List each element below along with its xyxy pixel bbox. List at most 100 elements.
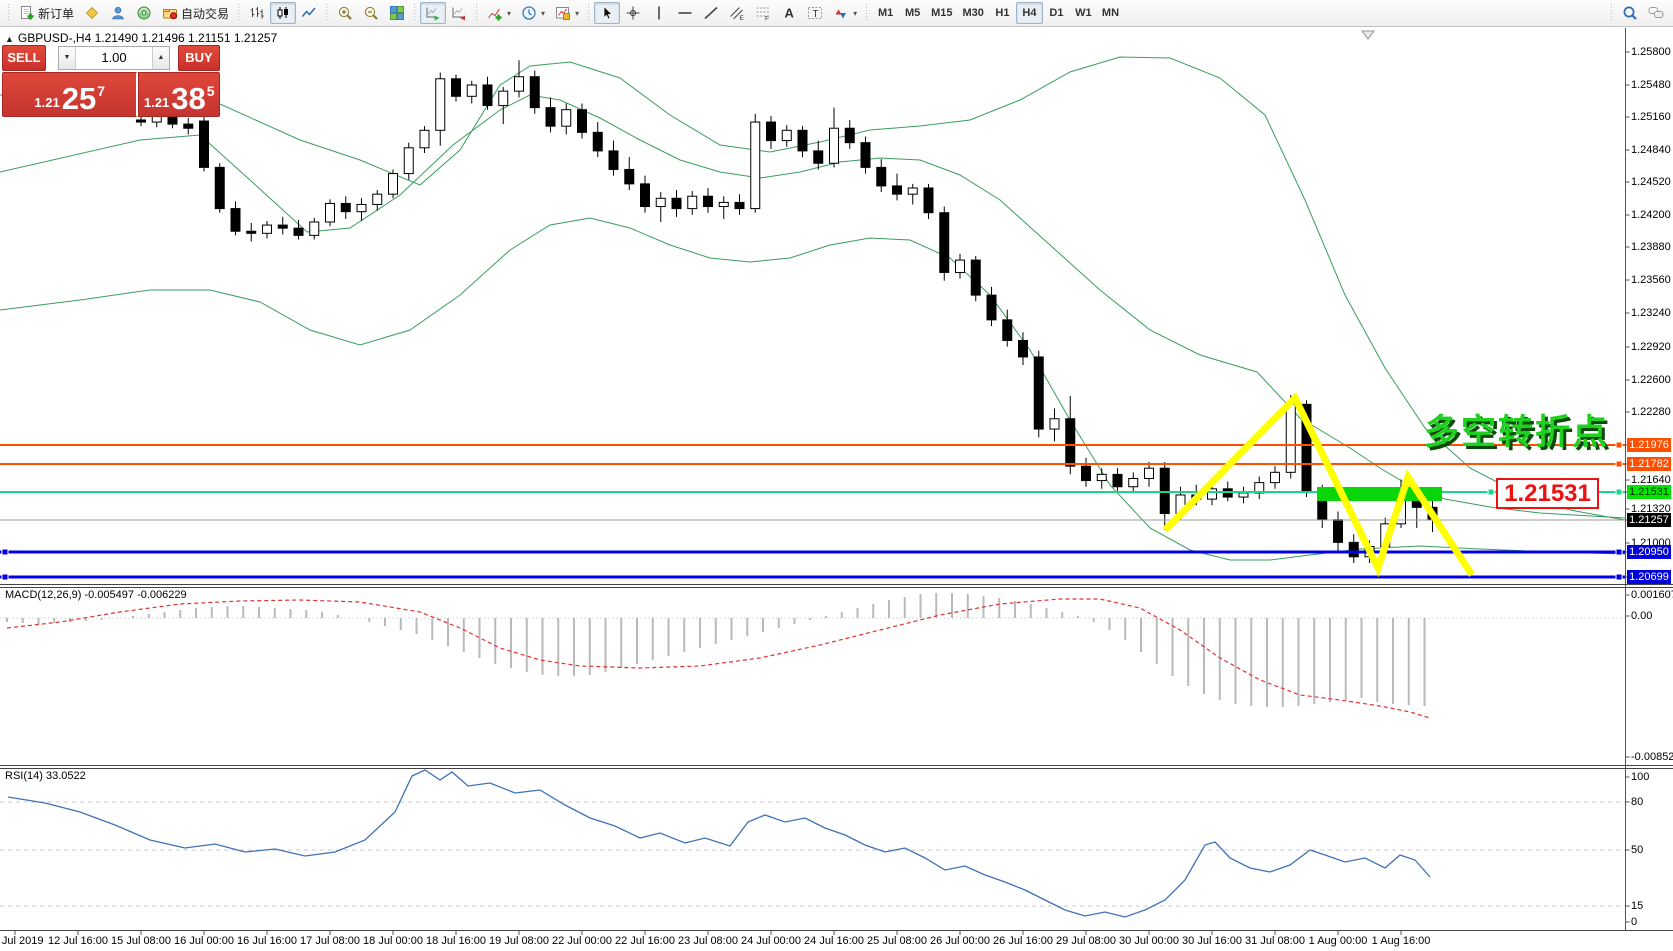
candle <box>844 119 855 149</box>
search-icon <box>1623 6 1637 20</box>
autotrading-button[interactable]: 自动交易 <box>157 2 234 24</box>
bar-chart-button[interactable] <box>244 2 270 24</box>
tf-m5-button[interactable]: M5 <box>899 2 926 24</box>
turning-point-annotation[interactable]: 多空转折点 <box>1424 413 1610 452</box>
zigzag-annotation <box>1162 392 1475 578</box>
auto-scroll-button[interactable] <box>420 2 447 24</box>
trendline-button[interactable] <box>698 2 724 24</box>
price-axis-label: 1.22600 <box>1631 374 1671 386</box>
zoom-out-button[interactable] <box>358 2 384 24</box>
candlestick-chart-button[interactable] <box>270 2 297 24</box>
candle <box>687 191 698 215</box>
tf-m1-button[interactable]: M1 <box>872 2 899 24</box>
chart-shift-button[interactable] <box>446 2 472 24</box>
toolbar-group-handle <box>1610 4 1614 22</box>
templates-button[interactable]: ▾ <box>550 2 584 24</box>
candle <box>986 286 997 327</box>
tf-m15-button[interactable]: M15 <box>926 2 957 24</box>
metaeditor-button[interactable] <box>79 2 105 24</box>
rsi-indicator-label: RSI(14) 33.0522 <box>5 770 86 782</box>
support-line-1-handle <box>1615 548 1623 556</box>
collapse-icon[interactable]: ▲ <box>5 34 14 44</box>
sell-price-big: 25 <box>61 80 97 116</box>
tf-mn-button[interactable]: MN <box>1097 2 1124 24</box>
volume-decrease-button[interactable]: ▼ <box>59 46 76 69</box>
trendline-icon <box>704 6 718 20</box>
candle <box>1128 472 1139 493</box>
cursor-button[interactable] <box>594 2 621 24</box>
candle <box>797 126 808 158</box>
horizontal-line-button[interactable] <box>672 2 698 24</box>
candle <box>860 136 871 174</box>
price-level-badge: 1.21531 <box>1627 485 1671 499</box>
buy-price[interactable]: 1.21 38 5 <box>138 72 220 117</box>
line-chart-button[interactable] <box>296 2 322 24</box>
toolbar: 新订单 自动交易 ▾ ▾ ▾ E F A T ▾ M1 M5 M15 M30 H1 H4 D1 W1 MN <box>0 0 1673 27</box>
volume-increase-button[interactable]: ▲ <box>152 46 169 69</box>
tf-d1-button[interactable]: D1 <box>1043 2 1070 24</box>
bars-icon <box>250 7 264 19</box>
candle <box>545 97 556 133</box>
candle <box>419 126 430 153</box>
rsi-axis-label: 15 <box>1631 900 1644 912</box>
chevron-down-icon: ▾ <box>541 8 546 18</box>
tile-windows-button[interactable] <box>384 2 410 24</box>
time-axis-label: 16 Jul 16:00 <box>237 935 297 947</box>
tf-h1-button[interactable]: H1 <box>989 2 1016 24</box>
autotrading-icon <box>163 9 178 20</box>
candle <box>1270 466 1280 489</box>
signals-button[interactable] <box>131 2 157 24</box>
mql5-community-button[interactable] <box>105 2 131 24</box>
buy-button[interactable]: BUY <box>178 44 220 71</box>
equidistant-channel-button[interactable]: E <box>724 2 750 24</box>
periods-button[interactable]: ▾ <box>516 2 550 24</box>
tf-m30-button[interactable]: M30 <box>958 2 989 24</box>
tf-w1-button[interactable]: W1 <box>1070 2 1097 24</box>
text-button[interactable]: A <box>776 2 802 24</box>
templates-icon <box>556 7 571 20</box>
price-level-badge: 1.20699 <box>1627 570 1671 584</box>
candle <box>340 196 351 219</box>
candle <box>293 219 304 240</box>
text-label-button[interactable]: T <box>802 2 828 24</box>
tf-mn-button-label: MN <box>1101 7 1120 19</box>
candle <box>356 198 367 221</box>
price-axis-label: 1.23880 <box>1631 241 1671 253</box>
crosshair-button[interactable] <box>620 2 646 24</box>
candle <box>970 255 981 302</box>
candle <box>750 113 761 213</box>
candle <box>1096 468 1107 489</box>
autotrading-button-label: 自动交易 <box>181 6 230 21</box>
tf-h4-button[interactable]: H4 <box>1015 2 1043 24</box>
sell-button[interactable]: SELL <box>2 44 46 71</box>
text-icon: A <box>785 6 795 21</box>
hline-icon <box>678 12 692 14</box>
candle <box>876 159 887 193</box>
time-axis-label: 25 Jul 08:00 <box>867 935 927 947</box>
sell-price[interactable]: 1.21 25 7 <box>2 72 139 117</box>
candle <box>1348 534 1359 563</box>
toolbar-group-handle <box>587 4 592 22</box>
time-axis-label: 16 Jul 00:00 <box>174 935 234 947</box>
new-order-button[interactable]: 新订单 <box>14 2 79 24</box>
new-order-button-label: 新订单 <box>38 6 75 21</box>
neworder-icon <box>21 6 34 20</box>
candle <box>388 169 398 199</box>
vertical-line-button[interactable] <box>646 2 672 24</box>
arrows-button[interactable]: ▾ <box>828 2 862 24</box>
volume-input[interactable] <box>76 46 152 69</box>
candle <box>372 190 383 211</box>
fibonacci-button[interactable]: F <box>750 2 776 24</box>
candle <box>955 253 965 279</box>
indicators-button[interactable]: ▾ <box>482 2 516 24</box>
cursor-icon <box>603 5 613 20</box>
chat-button[interactable] <box>1643 2 1669 24</box>
candle <box>671 190 682 217</box>
search-button[interactable] <box>1617 2 1643 24</box>
chartshift-icon <box>452 7 466 21</box>
zoom-in-button[interactable] <box>332 2 358 24</box>
candle <box>1065 396 1076 475</box>
price-callout-box[interactable]: 1.21531 <box>1496 478 1599 509</box>
pivot-line-handle <box>1615 488 1623 496</box>
